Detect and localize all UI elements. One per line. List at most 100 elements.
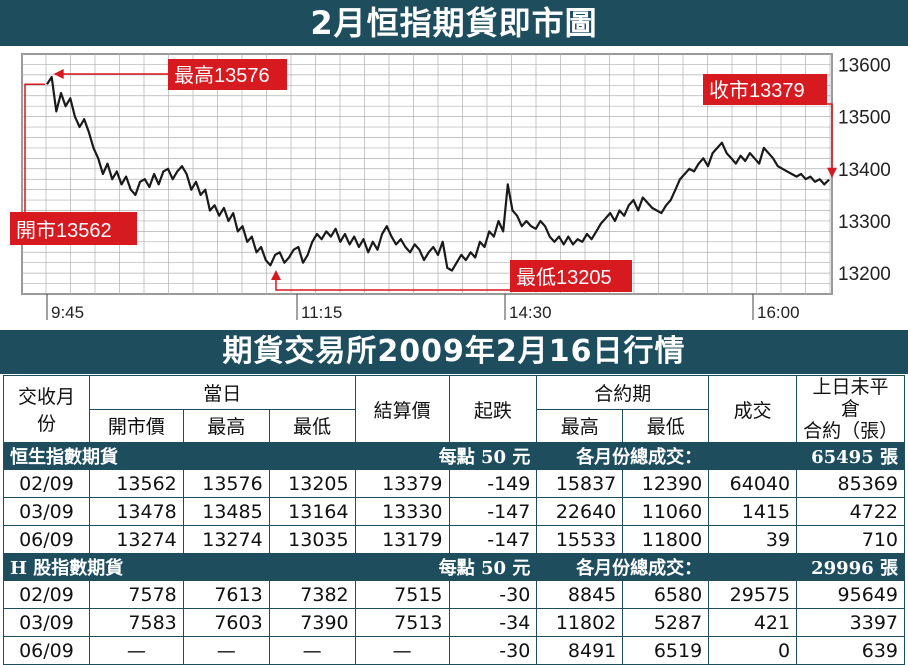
section-name: 恒生指數期貨: [3, 442, 270, 470]
table-row: 03/09 7583 7603 7390 7513 -34 11802 5287 421 3397: [3, 608, 905, 637]
table-cell: 95649: [796, 580, 905, 609]
table-cell: 7390: [268, 608, 356, 637]
table-cell: 39: [708, 525, 798, 554]
table-cell: —: [268, 636, 356, 665]
low-arrow-icon: [270, 270, 281, 280]
price-series-line: [46, 75, 830, 272]
section-total-label: 各月份總成交：: [536, 553, 710, 581]
section-unit: 每點 50 元: [268, 442, 538, 470]
header-contract-low: 最低: [622, 408, 710, 443]
header-month: 交收月份: [3, 375, 90, 443]
table-cell: 6519: [622, 636, 710, 665]
table-cell: -34: [448, 608, 538, 637]
header-low: 最低: [268, 408, 356, 443]
section-header-row: 恒生指數期貨 每點 50 元各月份總成交： 65495 張: [3, 442, 905, 470]
table-cell: 11060: [622, 497, 710, 526]
table-cell: 7603: [182, 608, 270, 637]
table-cell: 1415: [708, 497, 798, 526]
table-row: 06/09— — — — -30 8491 6519 0 639: [3, 636, 905, 665]
table-cell: 13274: [182, 525, 270, 554]
header-settle: 結算價: [354, 375, 450, 443]
table-cell: 710: [796, 525, 905, 554]
y-tick-label: 13400: [838, 160, 891, 181]
header-open-interest: 上日未平倉 合約（張）: [796, 375, 905, 443]
header-oi-line1: 上日未平倉: [812, 376, 889, 420]
chart-title: 2月恒指期貨即市圖: [0, 0, 908, 46]
table-cell: -30: [448, 636, 538, 665]
close-arrow-icon: [827, 167, 837, 178]
row-month: 03/09: [3, 608, 90, 637]
close-annotation-box: [703, 74, 827, 105]
y-tick-label: 13300: [838, 212, 891, 233]
x-tick-label: 16:00: [757, 303, 800, 322]
table-cell: 0: [708, 636, 798, 665]
y-tick-label: 13600: [838, 55, 891, 76]
table-cell: 3397: [796, 608, 905, 637]
x-tick-label: 11:15: [301, 303, 342, 322]
table-cell: 13330: [354, 497, 450, 526]
open-leader-line: [24, 83, 45, 212]
section-total-label: 各月份總成交：: [536, 442, 710, 470]
row-month: 06/09: [3, 636, 90, 665]
table-cell: 13035: [268, 525, 356, 554]
header-volume: 成交: [708, 375, 798, 443]
section-name: H 股指數期貨: [3, 553, 270, 581]
open-annotation-box: [10, 212, 137, 245]
section-total: 29996 張: [708, 553, 905, 581]
table-cell: 639: [796, 636, 905, 665]
x-tick-label: 14:30: [509, 303, 552, 322]
header-change: 起跌: [448, 375, 538, 443]
table-cell: 29575: [708, 580, 798, 609]
table-cell: 8491: [536, 636, 624, 665]
header-oi-line2: 合約（張）: [803, 420, 899, 442]
close-leader-line: [826, 103, 833, 170]
row-month: 02/09: [3, 469, 90, 498]
row-month: 03/09: [3, 497, 90, 526]
table-cell: 8845: [536, 580, 624, 609]
close-annotation: 收市13379: [709, 79, 805, 102]
table-row: 06/09 13274 13274 13035 13179 -147 15533 11800 3…: [3, 525, 905, 554]
low-annotation: 最低13205: [516, 266, 612, 289]
low-annotation-box: [510, 260, 632, 292]
table-cell: -147: [448, 525, 538, 554]
section-total: 65495 張: [708, 442, 905, 470]
table-cell: 15837: [536, 469, 624, 498]
table-cell: 7583: [88, 608, 184, 637]
table-cell: 13576: [182, 469, 270, 498]
chart-area: 13600 13500 13400 13300 13200 9:45 11:15 14:30 1…: [0, 46, 908, 330]
table-cell: 13179: [354, 525, 450, 554]
header-day-group: 當日: [88, 375, 356, 410]
table-cell: —: [88, 636, 184, 665]
open-annotation: 開市13562: [16, 219, 112, 242]
table-cell: -147: [448, 497, 538, 526]
table-cell: 13274: [88, 525, 184, 554]
table-cell: 7515: [354, 580, 450, 609]
table-cell: 13379: [354, 469, 450, 498]
table-row: 02/09 13562 13576 13205 13379 -149 15837 12390 6…: [3, 469, 905, 498]
table-cell: 85369: [796, 469, 905, 498]
table-cell: 7382: [268, 580, 356, 609]
quotes-body: 交收月份 當日 結算價 起跌 合約期 成交 上日未平倉 合約（張） 開市價 最高…: [3, 375, 905, 665]
table-cell: —: [182, 636, 270, 665]
table-cell: 22640: [536, 497, 624, 526]
table-cell: 13485: [182, 497, 270, 526]
quotes-table: 交收月份 當日 結算價 起跌 合約期 成交 上日未平倉 合約（張） 開市價 最高…: [3, 375, 905, 665]
table-cell: 15533: [536, 525, 624, 554]
high-arrow-icon: [53, 69, 64, 79]
header-open: 開市價: [88, 408, 184, 443]
table-cell: 7578: [88, 580, 184, 609]
table-cell: 11800: [622, 525, 710, 554]
table-row: 02/09 7578 7613 7382 7515 -30 8845 6580 29575 956…: [3, 580, 905, 609]
header-row-2: 開市價 最高 最低 最高 最低: [4, 408, 905, 443]
high-annotation: 最高13576: [174, 64, 270, 87]
table-cell: 11802: [536, 608, 624, 637]
table-cell: 421: [708, 608, 798, 637]
high-annotation-box: [168, 59, 287, 90]
table-cell: 13205: [268, 469, 356, 498]
low-leader-line: [275, 280, 510, 291]
table-cell: 5287: [622, 608, 710, 637]
y-tick-label: 13500: [838, 108, 891, 129]
table-cell: -149: [448, 469, 538, 498]
table-cell: 64040: [708, 469, 798, 498]
